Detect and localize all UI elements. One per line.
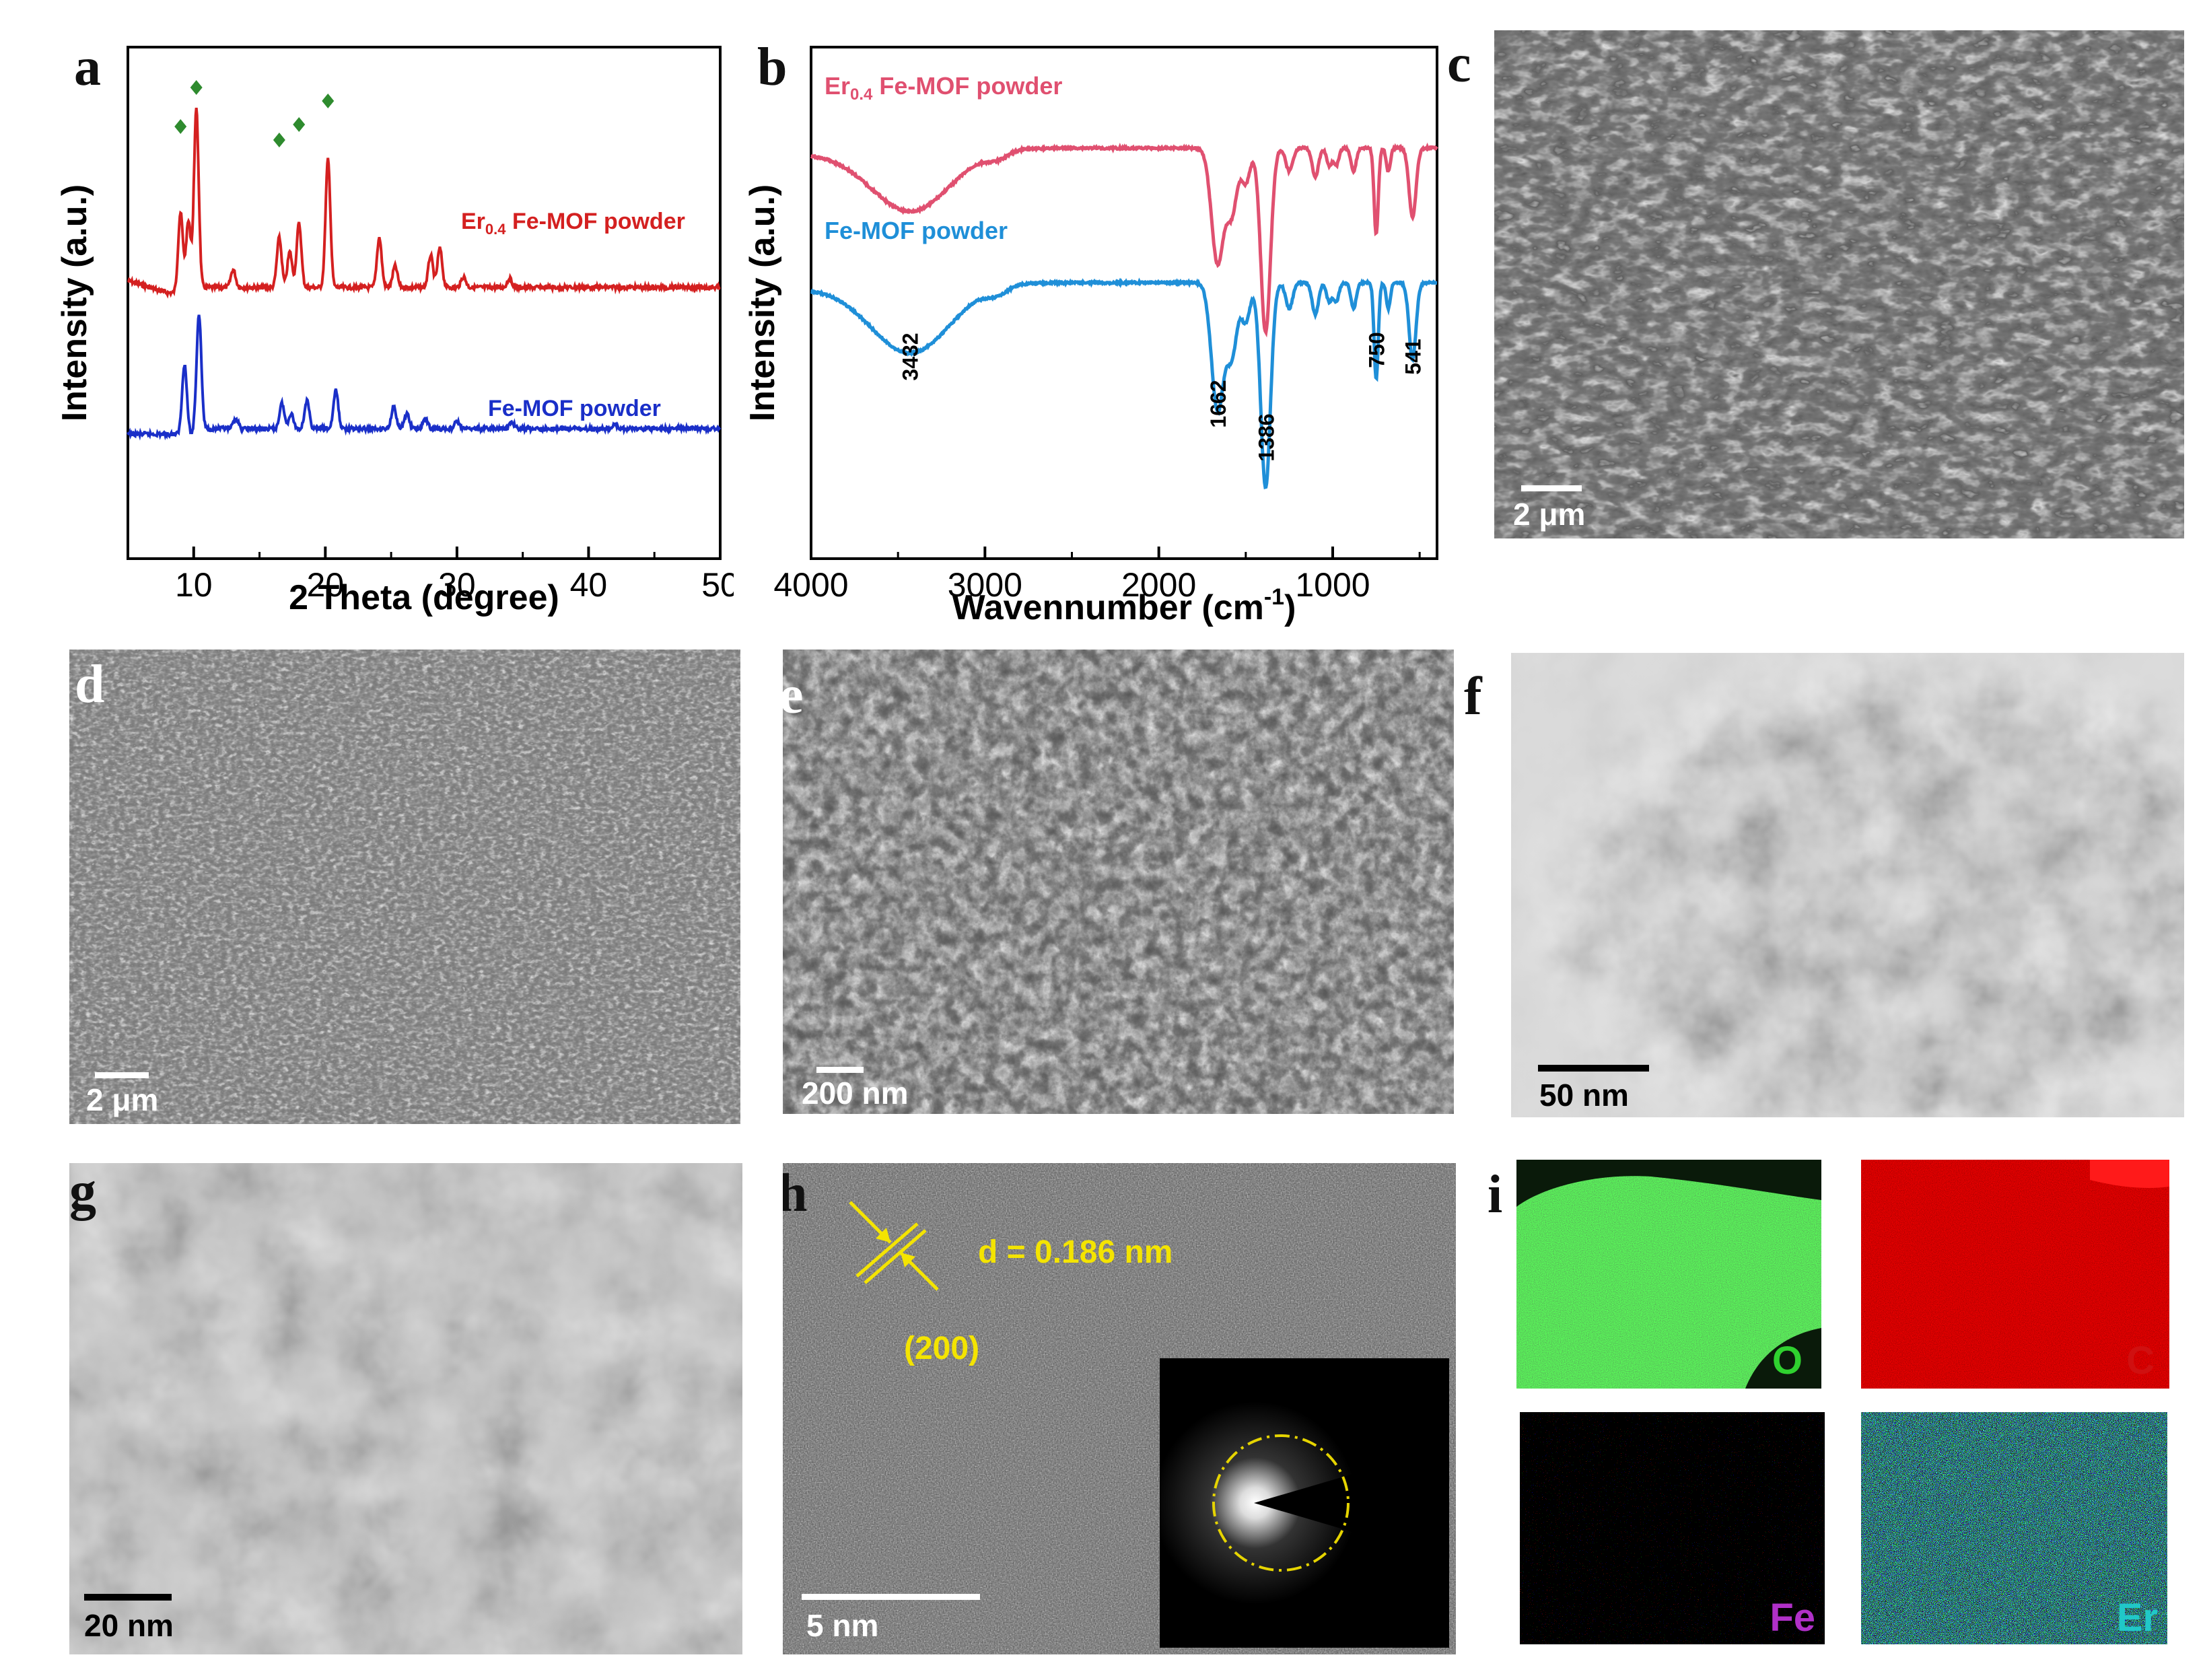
eds-map-fe: Fe — [1520, 1412, 1825, 1644]
panel-letter-f: f — [1464, 667, 1482, 726]
scale-label-h: 5 nm — [806, 1608, 879, 1643]
eds-label-er: Er — [2116, 1596, 2158, 1640]
panel-b: 4000 3000 2000 1000 3432 1662 1386 750 541 Wave… — [747, 27, 1454, 633]
xrd-line-er-fe-mof — [127, 108, 721, 299]
lattice-plane-label: (200) — [904, 1331, 980, 1366]
panel-letter-e: e — [783, 666, 804, 725]
ftir-legend-er-fe-mof: Er0.4 Fe-MOF powder — [825, 72, 1062, 104]
xrd-xlabel: 2 Theta (degree) — [289, 578, 559, 617]
panel-letter-b: b — [757, 38, 788, 97]
ftir-peak-label: 541 — [1401, 339, 1426, 374]
panel-g-tem: g 20 nm — [69, 1163, 742, 1654]
scale-bar-d — [95, 1072, 149, 1078]
ftir-line-fe-mof — [810, 277, 1438, 490]
xrd-frame — [127, 46, 722, 560]
eds-map-er: Er — [1861, 1412, 2167, 1644]
eds-label-fe: Fe — [1770, 1596, 1815, 1640]
scale-bar-c — [1521, 485, 1582, 491]
panel-h-hrtem: h d = 0.186 nm (200) 5 nm — [783, 1163, 1456, 1654]
tem-image-g — [69, 1163, 742, 1654]
panel-c-sem: 2 μm — [1494, 30, 2184, 538]
panel-letter-d: d — [75, 655, 105, 714]
scale-bar-f — [1538, 1065, 1649, 1072]
panel-e-sem: e 200 nm — [783, 650, 1454, 1114]
ftir-peak-label: 750 — [1365, 332, 1389, 368]
ftir-peak-label: 3432 — [899, 332, 923, 380]
ftir-peak-label: 1662 — [1206, 380, 1230, 427]
panel-f-tem: 50 nm — [1511, 653, 2184, 1117]
xrd-peak-marker — [190, 80, 203, 95]
sem-image-e — [783, 650, 1454, 1114]
xrd-peak-marker — [322, 94, 335, 108]
ftir-line-er-fe-mof — [810, 142, 1438, 338]
panel-a: 10 20 30 40 50 2 Theta (degree) Intensity (a… — [40, 27, 734, 633]
panel-letter-h: h — [783, 1164, 808, 1223]
ftir-chart: 4000 3000 2000 1000 3432 1662 1386 750 541 Wave… — [747, 46, 1438, 627]
xrd-peak-marker — [174, 119, 187, 134]
ftir-frame — [810, 46, 1438, 560]
tem-image-f — [1511, 653, 2184, 1117]
scale-label-f: 50 nm — [1539, 1078, 1629, 1113]
xrd-ylabel: Intensity (a.u.) — [55, 184, 94, 421]
scale-label-c: 2 μm — [1513, 497, 1586, 532]
panel-letter-g: g — [69, 1163, 96, 1221]
sem-image-d — [69, 650, 740, 1124]
sem-image-c — [1494, 30, 2184, 538]
xrd-line-fe-mof — [127, 314, 722, 441]
scale-label-d: 2 μm — [86, 1082, 159, 1117]
scale-label-e: 200 nm — [802, 1076, 909, 1111]
xrd-legend-er-fe-mof: Er0.4 Fe-MOF powder — [461, 209, 685, 238]
scale-label-g: 20 nm — [84, 1608, 174, 1643]
xrd-xtick-label: 40 — [570, 566, 608, 604]
eds-map-c: C — [1861, 1160, 2169, 1389]
ftir-xtick-label: 3000 — [948, 566, 1022, 604]
ftir-xtick-label: 1000 — [1295, 566, 1370, 604]
ftir-xtick-label: 2000 — [1121, 566, 1196, 604]
panel-letter-a: a — [74, 38, 101, 97]
d-spacing-marker — [849, 1201, 939, 1291]
eds-label-o: O — [1772, 1339, 1803, 1382]
hrtem-image-h — [783, 1163, 1456, 1654]
eds-map-o: O — [1516, 1160, 1821, 1389]
xrd-xtick-label: 30 — [438, 566, 476, 604]
xrd-peak-marker — [273, 133, 285, 147]
panel-letter-i: i — [1488, 1165, 1503, 1224]
ftir-ylabel: Intensity (a.u.) — [747, 184, 782, 421]
panel-d-sem: d 2 μm — [69, 650, 740, 1124]
xrd-chart: 10 20 30 40 50 2 Theta (degree) Intensity (a… — [55, 46, 734, 617]
xrd-xtick-label: 20 — [307, 566, 345, 604]
xrd-xtick-label: 10 — [175, 566, 213, 604]
eds-label-c: C — [2126, 1339, 2155, 1382]
xrd-xtick-label: 50 — [701, 566, 734, 604]
saed-inset — [1160, 1358, 1449, 1648]
ftir-xlabel: Wavennumber (cm-1) — [952, 584, 1296, 627]
panel-letter-c: c — [1447, 34, 1471, 94]
scale-bar-h — [802, 1594, 980, 1600]
ftir-legend-fe-mof: Fe-MOF powder — [825, 217, 1008, 244]
xrd-legend-fe-mof: Fe-MOF powder — [488, 396, 661, 421]
ftir-peak-label: 1386 — [1254, 413, 1278, 461]
scale-bar-e — [816, 1067, 864, 1073]
ftir-xtick-label: 4000 — [773, 566, 848, 604]
d-spacing-label: d = 0.186 nm — [978, 1234, 1173, 1270]
xrd-peak-marker — [293, 117, 306, 132]
scale-bar-g — [84, 1594, 172, 1601]
